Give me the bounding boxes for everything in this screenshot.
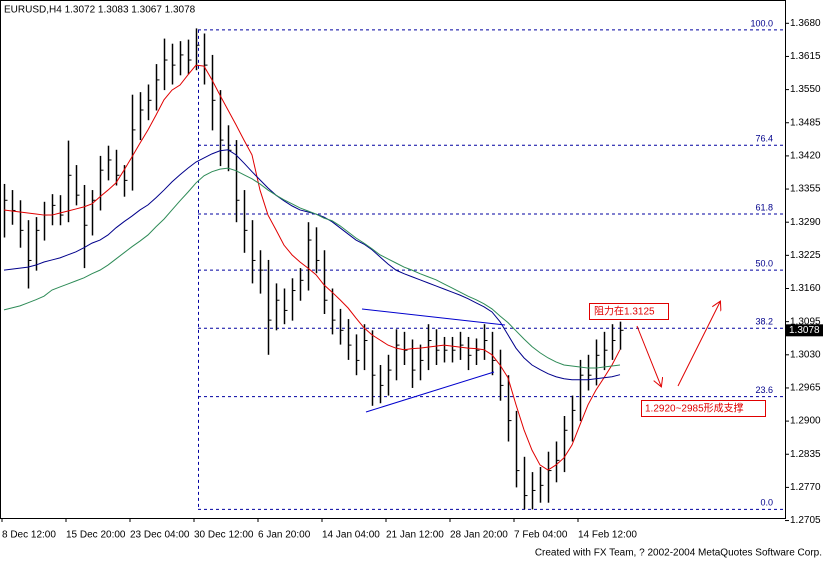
fib-label: 76.4 <box>755 134 773 144</box>
y-tick-label: 1.3290 <box>790 217 821 228</box>
annotation-box <box>589 303 669 320</box>
footer: Created with FX Team, ? 2002-2004 MetaQu… <box>535 548 822 559</box>
y-tick-label: 1.2900 <box>790 416 821 427</box>
moving-average <box>3 167 621 369</box>
fib-label: 100.0 <box>750 18 773 28</box>
chart-title: EURUSD,H4 1.3072 1.3083 1.3067 1.3078 <box>4 5 196 16</box>
forecast-arrow <box>636 325 661 386</box>
x-tick-label: 6 Jan 20:00 <box>258 530 311 541</box>
bar-group <box>3 28 624 510</box>
fib-label: 38.2 <box>755 317 773 327</box>
x-tick-label: 15 Dec 20:00 <box>66 530 126 541</box>
forecast-arrow <box>677 302 720 387</box>
y-tick-label: 1.3615 <box>790 51 821 62</box>
fib-label: 50.0 <box>755 259 773 269</box>
y-tick-label: 1.3095 <box>790 316 821 327</box>
y-tick-label: 1.3225 <box>790 250 821 261</box>
last-price-box <box>786 324 823 337</box>
y-tick-label: 1.2705 <box>790 515 821 526</box>
y-tick-label: 1.3160 <box>790 283 821 294</box>
annotation: 1.2920~2985形成支撑 <box>645 402 744 415</box>
y-tick-label: 1.2965 <box>790 383 821 394</box>
fib-label: 0.0 <box>760 498 773 508</box>
y-tick-label: 1.3550 <box>790 84 821 95</box>
y-tick-label: 1.3030 <box>790 349 821 360</box>
ma-group <box>3 64 621 471</box>
x-tick-label: 8 Dec 12:00 <box>2 530 56 541</box>
plot-frame <box>0 0 786 519</box>
y-tick-label: 1.3680 <box>790 18 821 29</box>
trend-line <box>361 308 506 326</box>
x-tick-label: 7 Feb 04:00 <box>514 530 568 541</box>
y-tick-label: 1.3420 <box>790 151 821 162</box>
moving-average <box>3 64 621 471</box>
x-tick-label: 14 Jan 04:00 <box>322 530 380 541</box>
x-tick-label: 21 Jan 12:00 <box>386 530 444 541</box>
trend-line <box>365 371 495 413</box>
annotation-box <box>641 400 766 417</box>
x-tick-label: 14 Feb 12:00 <box>578 530 637 541</box>
last-price-label: 1.3078 <box>789 325 820 336</box>
fib-label: 61.8 <box>755 202 773 212</box>
y-tick-label: 1.2770 <box>790 482 821 493</box>
y-tick-label: 1.2835 <box>790 449 821 460</box>
fib-group: 100.0 76.4 61.8 50.0 38.2 23.6 0.0 <box>198 18 785 510</box>
annotation: 阻力在1.3125 <box>594 305 655 318</box>
x-tick-label: 30 Dec 12:00 <box>194 530 254 541</box>
x-tick-label: 23 Dec 04:00 <box>130 530 190 541</box>
fib-label: 23.6 <box>755 385 773 395</box>
y-tick-label: 1.3485 <box>790 117 821 128</box>
x-tick-label: 28 Jan 20:00 <box>450 530 508 541</box>
axes: 1.3680 1.3615 1.3550 1.3485 1.3420 1.3355 1.32… <box>1 18 823 541</box>
y-tick-label: 1.3355 <box>790 184 821 195</box>
